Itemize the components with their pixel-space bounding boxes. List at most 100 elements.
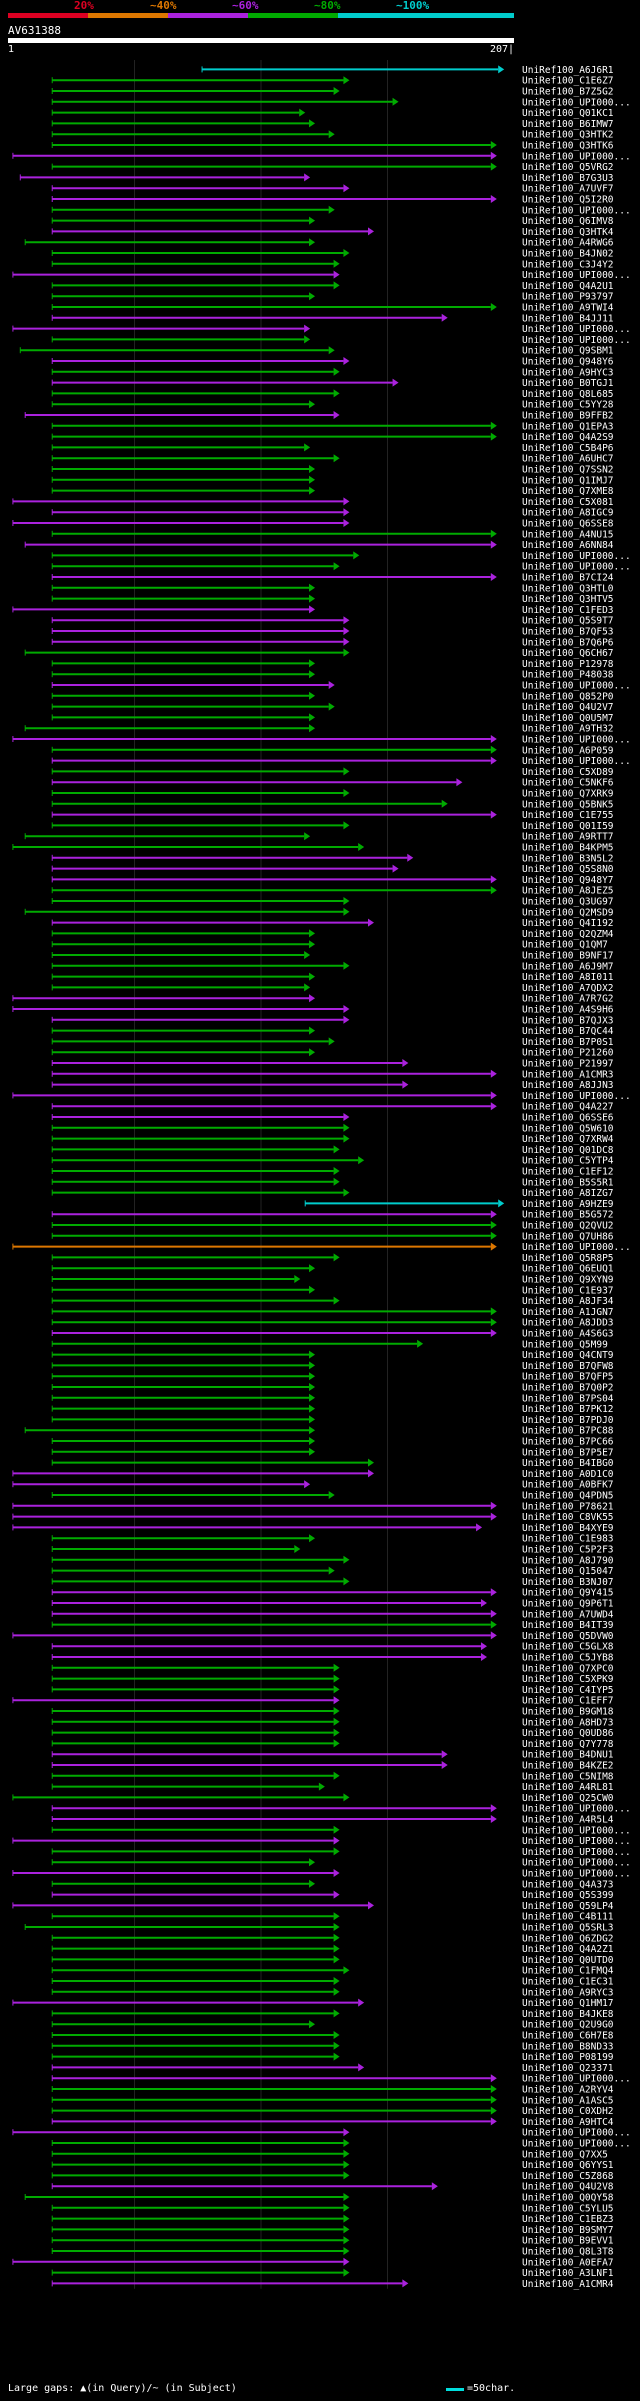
hit-label[interactable]: UniRef100_A9HZE9 xyxy=(522,1199,614,1210)
hit-label[interactable]: UniRef100_UPI000... xyxy=(522,1804,631,1815)
hit-label[interactable]: UniRef100_C1E983 xyxy=(522,1534,614,1545)
hit-label[interactable]: UniRef100_B4JJ11 xyxy=(522,313,614,324)
hit-label[interactable]: UniRef100_A8JJN3 xyxy=(522,1080,614,1091)
hit-label[interactable]: UniRef100_Q4PDN5 xyxy=(522,1491,614,1502)
hit-label[interactable]: UniRef100_Q4A2U1 xyxy=(522,281,614,292)
hit-label[interactable]: UniRef100_A1ASC5 xyxy=(522,2095,614,2106)
hit-label[interactable]: UniRef100_B9FFB2 xyxy=(522,411,614,422)
hit-label[interactable]: UniRef100_A6J9M7 xyxy=(522,961,614,972)
hit-label[interactable]: UniRef100_C0XDH2 xyxy=(522,2106,614,2117)
hit-label[interactable]: UniRef100_UPI000... xyxy=(522,335,631,346)
hit-label[interactable]: UniRef100_Q5I2R0 xyxy=(522,195,614,206)
hit-label[interactable]: UniRef100_Q1HM17 xyxy=(522,1998,614,2009)
hit-label[interactable]: UniRef100_Q4A2Z1 xyxy=(522,1944,614,1955)
hit-label[interactable]: UniRef100_C5P2F3 xyxy=(522,1545,614,1556)
hit-label[interactable]: UniRef100_C1FED3 xyxy=(522,605,614,616)
hit-label[interactable]: UniRef100_Q948Y6 xyxy=(522,357,614,368)
hit-label[interactable]: UniRef100_Q6EUQ1 xyxy=(522,1264,614,1275)
hit-label[interactable]: UniRef100_UPI000... xyxy=(522,756,631,767)
hit-label[interactable]: UniRef100_Q5BNK5 xyxy=(522,799,614,810)
hit-label[interactable]: UniRef100_A8JDD3 xyxy=(522,1318,614,1329)
hit-label[interactable]: UniRef100_B7Z5G2 xyxy=(522,87,614,98)
hit-label[interactable]: UniRef100_B7Q6P6 xyxy=(522,637,614,648)
hit-label[interactable]: UniRef100_Q5W610 xyxy=(522,1123,614,1134)
hit-label[interactable]: UniRef100_P08199 xyxy=(522,2052,614,2063)
hit-label[interactable]: UniRef100_Q0U5M7 xyxy=(522,713,614,724)
hit-label[interactable]: UniRef100_B4KPM5 xyxy=(522,843,614,854)
hit-label[interactable]: UniRef100_Q6IMV8 xyxy=(522,216,614,227)
hit-label[interactable]: UniRef100_B0TGJ1 xyxy=(522,378,614,389)
hit-label[interactable]: UniRef100_C4B111 xyxy=(522,1912,614,1923)
hit-label[interactable]: UniRef100_Q0UD86 xyxy=(522,1728,614,1739)
hit-label[interactable]: UniRef100_UPI000... xyxy=(522,551,631,562)
hit-label[interactable]: UniRef100_A4S6G3 xyxy=(522,1329,614,1340)
hit-label[interactable]: UniRef100_B7P0S1 xyxy=(522,1037,614,1048)
hit-label[interactable]: UniRef100_UPI000... xyxy=(522,205,631,216)
hit-label[interactable]: UniRef100_C6H7E8 xyxy=(522,2031,614,2042)
hit-label[interactable]: UniRef100_C8VK55 xyxy=(522,1512,614,1523)
hit-label[interactable]: UniRef100_P93797 xyxy=(522,292,614,303)
hit-label[interactable]: UniRef100_Q4A373 xyxy=(522,1879,614,1890)
hit-label[interactable]: UniRef100_Q2QVU2 xyxy=(522,1221,614,1232)
hit-label[interactable]: UniRef100_Q7XRK9 xyxy=(522,789,614,800)
hit-label[interactable]: UniRef100_A8I011 xyxy=(522,972,614,983)
hit-label[interactable]: UniRef100_C5JYB8 xyxy=(522,1653,614,1664)
hit-label[interactable]: UniRef100_A0D1C0 xyxy=(522,1469,614,1480)
hit-label[interactable]: UniRef100_A8J790 xyxy=(522,1555,614,1566)
hit-label[interactable]: UniRef100_A4NU15 xyxy=(522,529,614,540)
hit-label[interactable]: UniRef100_Q5SRL3 xyxy=(522,1923,614,1934)
hit-label[interactable]: UniRef100_Q5S8N0 xyxy=(522,864,614,875)
hit-label[interactable]: UniRef100_A6P059 xyxy=(522,745,614,756)
hit-label[interactable]: UniRef100_C1E937 xyxy=(522,1285,614,1296)
hit-label[interactable]: UniRef100_Q4U2V7 xyxy=(522,702,614,713)
hit-label[interactable]: UniRef100_Q9Y415 xyxy=(522,1588,614,1599)
hit-label[interactable]: UniRef100_A6J6R1 xyxy=(522,65,614,76)
hit-label[interactable]: UniRef100_Q9SBM1 xyxy=(522,346,614,357)
hit-label[interactable]: UniRef100_Q1EPA3 xyxy=(522,421,614,432)
hit-label[interactable]: UniRef100_Q23371 xyxy=(522,2063,614,2074)
hit-label[interactable]: UniRef100_B4IT39 xyxy=(522,1620,614,1631)
hit-label[interactable]: UniRef100_Q6YYS1 xyxy=(522,2160,614,2171)
hit-label[interactable]: UniRef100_B7QJX3 xyxy=(522,1015,614,1026)
hit-label[interactable]: UniRef100_Q5M99 xyxy=(522,1339,608,1350)
hit-label[interactable]: UniRef100_Q2U9G0 xyxy=(522,2020,614,2031)
hit-label[interactable]: UniRef100_Q852P0 xyxy=(522,691,614,702)
hit-label[interactable]: UniRef100_B7PK12 xyxy=(522,1404,614,1415)
hit-label[interactable]: UniRef100_C5XPK9 xyxy=(522,1674,614,1685)
hit-label[interactable]: UniRef100_C1EC31 xyxy=(522,1977,614,1988)
hit-label[interactable]: UniRef100_A7QDX2 xyxy=(522,983,614,994)
hit-label[interactable]: UniRef100_C5X081 xyxy=(522,497,614,508)
hit-label[interactable]: UniRef100_B9NF17 xyxy=(522,951,614,962)
hit-label[interactable]: UniRef100_Q3HTV5 xyxy=(522,594,614,605)
hit-label[interactable]: UniRef100_B7PS04 xyxy=(522,1393,614,1404)
hit-label[interactable]: UniRef100_Q2MSD9 xyxy=(522,907,614,918)
hit-label[interactable]: UniRef100_Q8L3T8 xyxy=(522,2247,614,2258)
hit-label[interactable]: UniRef100_A9RTT7 xyxy=(522,832,614,843)
hit-label[interactable]: UniRef100_B8ND33 xyxy=(522,2041,614,2052)
hit-label[interactable]: UniRef100_A4RWG6 xyxy=(522,238,614,249)
hit-label[interactable]: UniRef100_A8IZG7 xyxy=(522,1188,614,1199)
hit-label[interactable]: UniRef100_A7UWD4 xyxy=(522,1609,614,1620)
hit-label[interactable]: UniRef100_B7P5E7 xyxy=(522,1447,614,1458)
hit-label[interactable]: UniRef100_A9HTC4 xyxy=(522,2117,614,2128)
hit-label[interactable]: UniRef100_B7PC88 xyxy=(522,1426,614,1437)
hit-label[interactable]: UniRef100_Q01KC1 xyxy=(522,108,614,119)
hit-label[interactable]: UniRef100_Q5S9T7 xyxy=(522,616,614,627)
hit-label[interactable]: UniRef100_C3J4Y2 xyxy=(522,259,614,270)
hit-label[interactable]: UniRef100_UPI000... xyxy=(522,1091,631,1102)
hit-label[interactable]: UniRef100_P21260 xyxy=(522,1048,614,1059)
hit-label[interactable]: UniRef100_Q3HTK6 xyxy=(522,141,614,152)
hit-label[interactable]: UniRef100_UPI000... xyxy=(522,562,631,573)
hit-label[interactable]: UniRef100_A1JGN7 xyxy=(522,1307,614,1318)
hit-label[interactable]: UniRef100_B6IMW7 xyxy=(522,119,614,130)
hit-label[interactable]: UniRef100_B7PC66 xyxy=(522,1437,614,1448)
hit-label[interactable]: UniRef100_C1EFF7 xyxy=(522,1696,614,1707)
hit-label[interactable]: UniRef100_Q6CH67 xyxy=(522,648,614,659)
hit-label[interactable]: UniRef100_Q4A227 xyxy=(522,1102,614,1113)
hit-label[interactable]: UniRef100_UPI000... xyxy=(522,1825,631,1836)
hit-label[interactable]: UniRef100_Q948Y7 xyxy=(522,875,614,886)
hit-label[interactable]: UniRef100_B9EVV1 xyxy=(522,2236,614,2247)
hit-label[interactable]: UniRef100_Q01I59 xyxy=(522,821,614,832)
hit-label[interactable]: UniRef100_UPI000... xyxy=(522,2139,631,2150)
hit-label[interactable]: UniRef100_A6UHC7 xyxy=(522,454,614,465)
